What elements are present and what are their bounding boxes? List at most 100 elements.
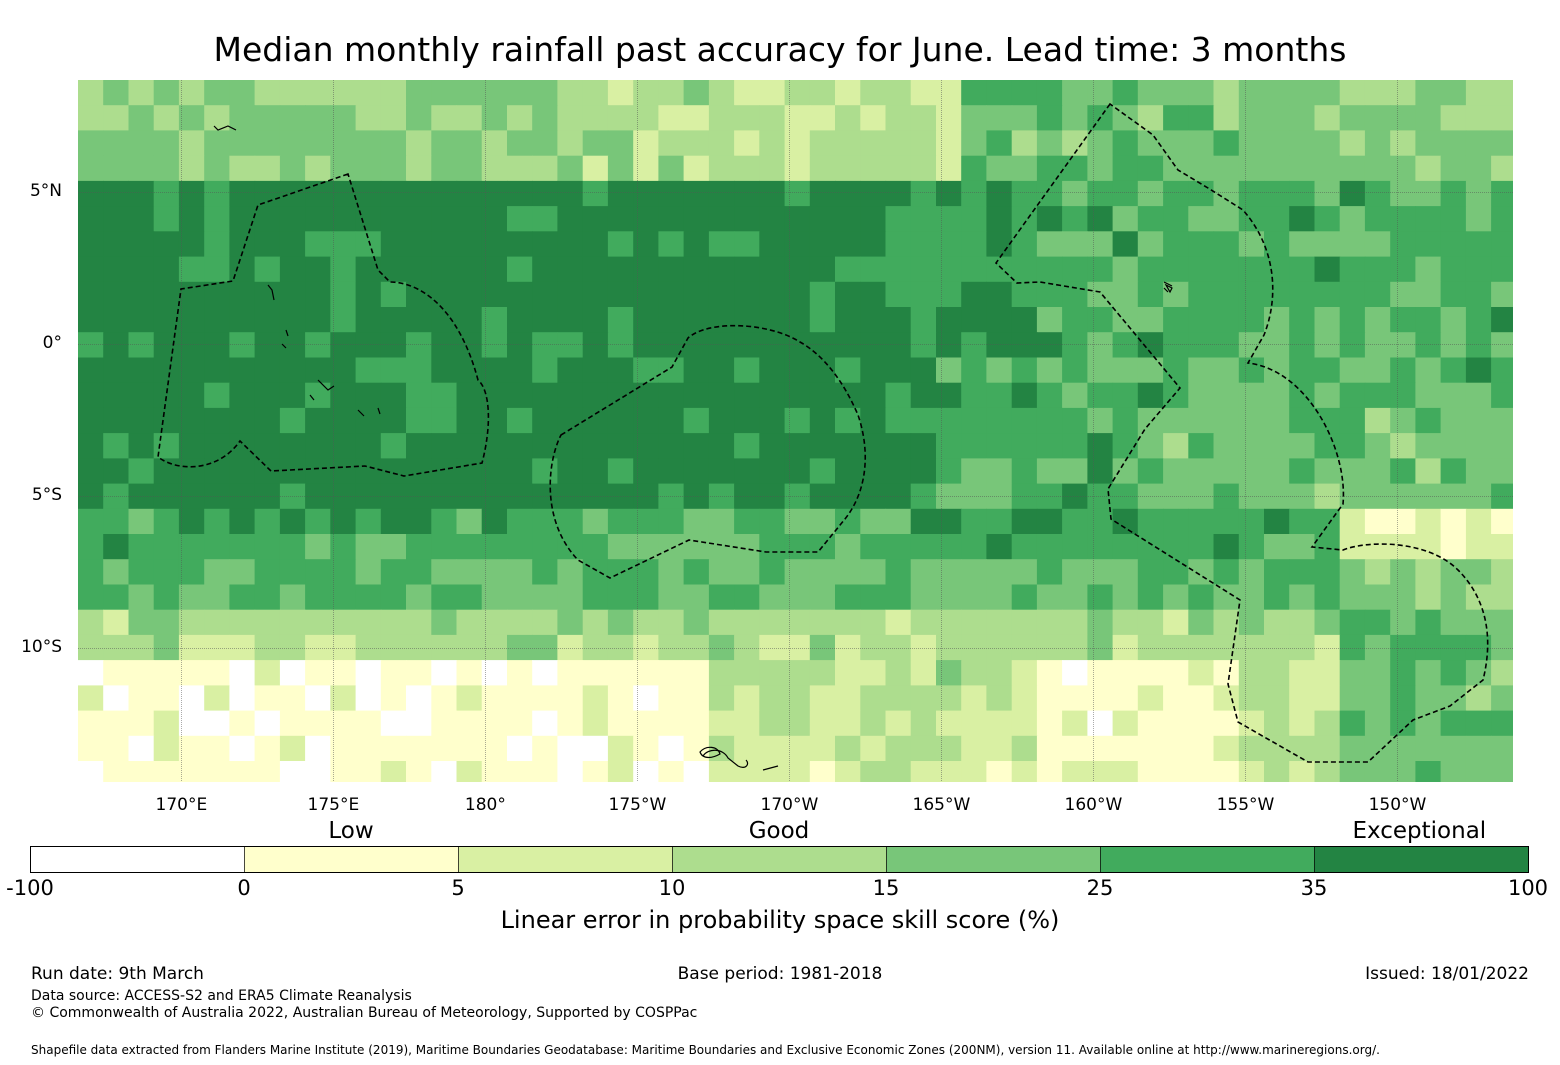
skill-cell	[1112, 130, 1139, 157]
skill-cell	[1112, 180, 1139, 207]
skill-cell	[1440, 332, 1467, 358]
skill-cell	[1062, 735, 1088, 762]
skill-cell	[229, 130, 256, 157]
skill-cell	[1390, 256, 1416, 283]
skill-cell	[279, 206, 306, 232]
skill-cell	[1036, 231, 1063, 258]
skill-cell	[936, 761, 962, 782]
skill-cell	[78, 231, 104, 258]
skill-cell	[355, 609, 382, 636]
skill-cell	[1062, 206, 1088, 232]
skill-cell	[708, 458, 735, 485]
skill-cell	[1163, 710, 1189, 737]
skill-cell	[128, 105, 155, 131]
skill-cell	[1465, 180, 1492, 207]
skill-cell	[633, 281, 659, 308]
skill-cell	[734, 332, 760, 358]
skill-cell	[431, 281, 458, 308]
skill-cell	[910, 180, 937, 207]
skill-cell	[78, 685, 104, 712]
skill-cell	[481, 660, 508, 686]
category-label: Low	[328, 818, 374, 844]
skill-cell	[178, 660, 205, 686]
skill-cell	[1465, 559, 1492, 585]
colorbar-bin	[672, 846, 887, 873]
skill-cell	[708, 130, 735, 157]
skill-cell	[582, 357, 609, 384]
skill-cell	[78, 634, 104, 661]
skill-cell	[1364, 407, 1391, 434]
skill-cell	[330, 458, 357, 485]
skill-cell	[1188, 332, 1215, 358]
skill-cell	[910, 559, 937, 585]
skill-cell	[835, 130, 861, 157]
skill-cell	[507, 534, 533, 560]
skill-cell	[1036, 534, 1063, 560]
skill-cell	[229, 180, 256, 207]
skill-cell	[1390, 281, 1416, 308]
skill-cell	[1011, 357, 1038, 384]
skill-cell	[204, 357, 230, 384]
skill-cell	[380, 231, 407, 258]
skill-cell	[481, 307, 508, 333]
colorbar-tick-label: 25	[1086, 876, 1114, 900]
skill-cell	[1213, 559, 1240, 585]
skill-cell	[305, 307, 331, 333]
y-tick-label: 10°S	[21, 637, 62, 658]
skill-cell	[431, 761, 458, 782]
skill-cell	[178, 180, 205, 207]
skill-cell	[1289, 735, 1315, 762]
skill-cell	[658, 105, 685, 131]
skill-cell	[784, 231, 811, 258]
skill-cell	[708, 761, 735, 782]
skill-cell	[1238, 407, 1265, 434]
skill-cell	[1112, 307, 1139, 333]
skill-cell	[1339, 105, 1366, 131]
skill-cell	[204, 256, 230, 283]
skill-cell	[607, 281, 634, 308]
skill-cell	[1163, 231, 1189, 258]
skill-cell	[936, 281, 962, 308]
skill-cell	[1062, 433, 1088, 459]
skill-cell	[178, 307, 205, 333]
skill-cell	[986, 710, 1013, 737]
skill-cell	[582, 105, 609, 131]
skill-cell	[986, 180, 1013, 207]
skill-cell	[1188, 80, 1215, 106]
x-tick-label: 180°	[464, 795, 506, 815]
skill-cell	[103, 534, 129, 560]
skill-cell	[784, 685, 811, 712]
skill-cell	[1188, 256, 1215, 283]
skill-cell	[1264, 256, 1290, 283]
skill-cell	[507, 634, 533, 661]
skill-cell	[1036, 130, 1063, 157]
map-canvas	[78, 80, 1513, 782]
skill-cell	[178, 685, 205, 712]
skill-cell	[986, 634, 1013, 661]
skill-cell	[507, 660, 533, 686]
skill-cell	[885, 256, 912, 283]
skill-cell	[204, 281, 230, 308]
skill-cell	[178, 584, 205, 611]
skill-cell	[683, 710, 710, 737]
skill-cell	[860, 609, 887, 636]
skill-cell	[734, 508, 760, 535]
skill-cell	[1339, 735, 1366, 762]
skill-cell	[986, 761, 1013, 782]
skill-cell	[1238, 433, 1265, 459]
skill-cell	[910, 80, 937, 106]
skill-cell	[380, 155, 407, 182]
skill-cell	[1213, 332, 1240, 358]
skill-cell	[1339, 206, 1366, 232]
skill-cell	[708, 534, 735, 560]
skill-cell	[103, 710, 129, 737]
skill-cell	[456, 735, 483, 762]
skill-cell	[1364, 206, 1391, 232]
skill-cell	[1314, 433, 1341, 459]
skill-cell	[507, 332, 533, 358]
skill-cell	[1213, 761, 1240, 782]
skill-cell	[1036, 559, 1063, 585]
skill-cell	[153, 609, 180, 636]
skill-cell	[683, 231, 710, 258]
skill-cell	[380, 180, 407, 207]
